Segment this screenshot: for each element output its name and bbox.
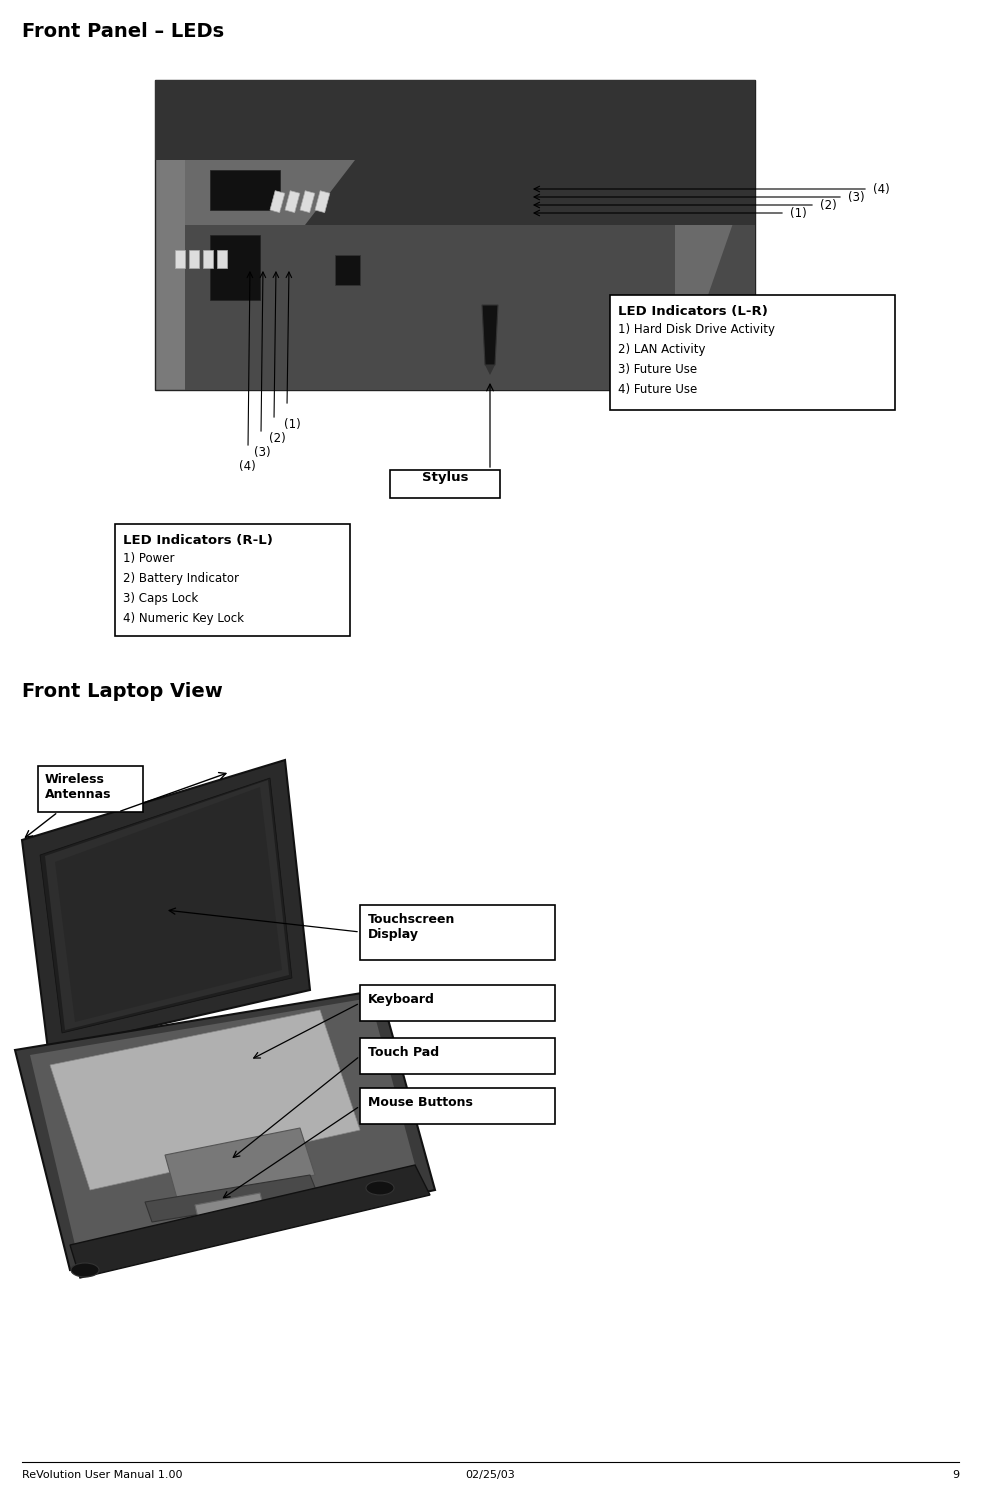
Text: (4): (4) — [873, 182, 890, 196]
Bar — [315, 191, 330, 212]
Polygon shape — [70, 1165, 430, 1278]
Bar — [335, 256, 360, 286]
Polygon shape — [55, 786, 282, 1023]
Text: Keyboard: Keyboard — [368, 993, 435, 1006]
Bar — [360, 985, 555, 1021]
Text: (1): (1) — [790, 206, 806, 220]
Text: 2) Battery Indicator: 2) Battery Indicator — [123, 573, 239, 585]
Bar — [390, 469, 500, 498]
Text: Touchscreen
Display: Touchscreen Display — [368, 913, 455, 940]
Polygon shape — [305, 160, 755, 226]
Ellipse shape — [366, 1181, 394, 1195]
Text: (2): (2) — [820, 199, 837, 211]
Bar — [610, 295, 895, 410]
Polygon shape — [165, 1129, 315, 1202]
Polygon shape — [185, 226, 675, 390]
Bar — [210, 235, 260, 300]
Bar — [155, 81, 755, 160]
Bar — [155, 81, 755, 390]
Text: Stylus: Stylus — [422, 471, 468, 484]
Text: 1) Hard Disk Drive Activity: 1) Hard Disk Drive Activity — [618, 323, 775, 336]
Bar — [360, 904, 555, 960]
Polygon shape — [485, 365, 495, 375]
Bar — [115, 525, 350, 635]
Polygon shape — [185, 160, 755, 390]
Polygon shape — [50, 1011, 360, 1190]
Bar — [38, 765, 143, 812]
Polygon shape — [40, 777, 292, 1033]
Text: 3) Caps Lock: 3) Caps Lock — [123, 592, 198, 605]
Text: (1): (1) — [284, 419, 301, 431]
Bar — [300, 191, 315, 212]
Bar — [175, 250, 185, 268]
Bar — [285, 191, 300, 212]
Polygon shape — [22, 759, 310, 1049]
Polygon shape — [30, 999, 415, 1245]
Bar — [189, 250, 199, 268]
Text: (4): (4) — [239, 460, 256, 472]
Polygon shape — [15, 990, 435, 1269]
Text: 2) LAN Activity: 2) LAN Activity — [618, 342, 705, 356]
Text: (3): (3) — [848, 190, 864, 203]
Text: 3) Future Use: 3) Future Use — [618, 363, 697, 377]
Text: (2): (2) — [269, 432, 285, 446]
Text: Touch Pad: Touch Pad — [368, 1046, 439, 1058]
Text: (3): (3) — [254, 446, 271, 459]
Text: 02/25/03: 02/25/03 — [465, 1470, 515, 1480]
Text: ReVolution User Manual 1.00: ReVolution User Manual 1.00 — [22, 1470, 182, 1480]
Text: 4) Future Use: 4) Future Use — [618, 383, 697, 396]
Bar — [210, 170, 280, 209]
Text: 1) Power: 1) Power — [123, 552, 175, 565]
Text: Front Laptop View: Front Laptop View — [22, 682, 223, 701]
Text: Mouse Buttons: Mouse Buttons — [368, 1096, 473, 1109]
Text: 9: 9 — [952, 1470, 959, 1480]
Text: 4) Numeric Key Lock: 4) Numeric Key Lock — [123, 611, 244, 625]
Polygon shape — [185, 160, 755, 390]
Text: LED Indicators (R-L): LED Indicators (R-L) — [123, 534, 273, 547]
Bar — [270, 191, 284, 212]
Bar — [203, 250, 213, 268]
Text: Wireless
Antennas: Wireless Antennas — [45, 773, 112, 801]
Bar — [360, 1088, 555, 1124]
Text: Front Panel – LEDs: Front Panel – LEDs — [22, 22, 224, 40]
Bar — [360, 1038, 555, 1073]
Text: LED Indicators (L-R): LED Indicators (L-R) — [618, 305, 768, 318]
Polygon shape — [45, 780, 289, 1030]
Polygon shape — [145, 1175, 318, 1221]
Polygon shape — [195, 1193, 263, 1218]
Polygon shape — [482, 305, 498, 365]
Ellipse shape — [71, 1263, 99, 1277]
Bar — [217, 250, 227, 268]
